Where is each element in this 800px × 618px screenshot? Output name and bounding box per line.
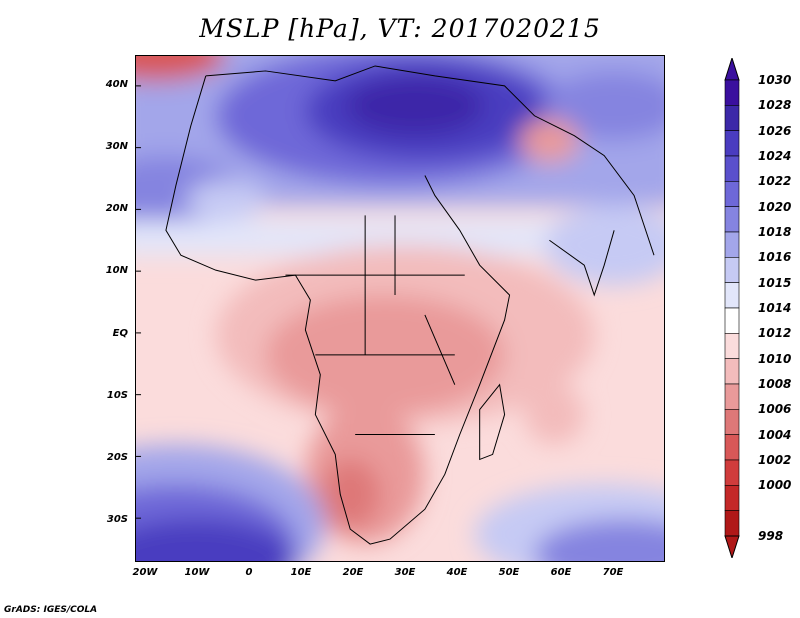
lat-label-eq: EQ (112, 328, 128, 339)
lon-label-70e: 70E (602, 567, 624, 578)
lat-label-20n: 20N (105, 203, 128, 214)
lat-label-40n: 40N (105, 79, 128, 90)
colorbar-label: 998 (758, 529, 784, 543)
colorbar-label: 1026 (758, 123, 792, 138)
coastlines (165, 65, 655, 545)
colorbar-label: 1006 (758, 402, 792, 417)
lat-label-10n: 10N (105, 265, 128, 276)
colorbar-swatch (724, 358, 740, 385)
map-panel (135, 55, 665, 562)
colorbar-swatch (724, 79, 740, 106)
colorbar-swatch (724, 485, 740, 511)
colorbar-swatch (724, 206, 740, 233)
lat-label-30s: 30S (106, 514, 128, 525)
lon-label-20w: 20W (132, 567, 158, 578)
lon-label-50e: 50E (498, 567, 520, 578)
lat-label-30n: 30N (105, 141, 128, 152)
colorbar-arrow-bottom (724, 535, 740, 558)
lon-label-40e: 40E (446, 567, 468, 578)
colorbar-swatch (724, 459, 740, 486)
lon-label-30e: 30E (394, 567, 416, 578)
colorbar-label: 1016 (758, 250, 792, 265)
pressure-field (136, 56, 664, 561)
colorbar-label: 1015 (758, 275, 792, 290)
colorbar-label: 1004 (758, 427, 792, 442)
lon-label-20e: 20E (342, 567, 364, 578)
colorbar-arrow-top (724, 58, 740, 81)
colorbar-swatch (724, 181, 740, 207)
lon-label-10e: 10E (290, 567, 312, 578)
map-title: MSLP [hPa], VT: 2017020215 (199, 14, 601, 43)
colorbar-swatch (724, 130, 740, 157)
lat-label-20s: 20S (106, 452, 128, 463)
colorbar-label: 1020 (758, 199, 792, 214)
colorbar-swatch (724, 409, 740, 435)
colorbar-swatch (724, 155, 740, 182)
colorbar-swatch (724, 307, 740, 334)
colorbar-label: 1030 (758, 73, 792, 87)
lat-label-10s: 10S (106, 390, 128, 401)
credit-text: GrADS: IGES/COLA (4, 605, 98, 615)
colorbar-label: 1014 (758, 301, 792, 315)
colorbar-swatch (724, 510, 740, 537)
colorbar-swatch (724, 383, 740, 410)
lon-label-60e: 60E (550, 567, 572, 578)
colorbar-swatch (724, 333, 740, 359)
colorbar (724, 58, 740, 558)
colorbar-label: 1024 (758, 149, 792, 163)
lon-label-0: 0 (245, 567, 253, 578)
colorbar-label: 1000 (758, 478, 792, 493)
lon-label-10w: 10W (184, 567, 210, 578)
colorbar-label: 1028 (758, 98, 792, 113)
colorbar-swatch (724, 257, 740, 283)
colorbar-label: 1022 (758, 174, 792, 189)
colorbar-swatch (724, 231, 740, 258)
colorbar-swatch (724, 105, 740, 131)
colorbar-swatch (724, 434, 740, 461)
colorbar-label: 1018 (758, 225, 792, 239)
colorbar-label: 1012 (758, 326, 792, 341)
colorbar-label: 1002 (758, 453, 792, 467)
colorbar-label: 1008 (758, 377, 792, 391)
colorbar-label: 1010 (758, 351, 792, 366)
colorbar-swatch (724, 282, 740, 309)
